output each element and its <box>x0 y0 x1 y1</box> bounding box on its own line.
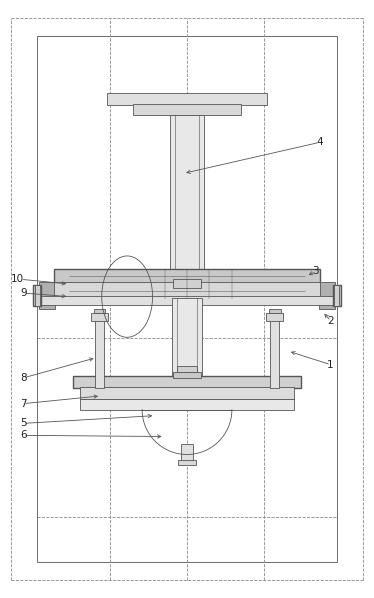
Bar <box>54 282 320 299</box>
Bar <box>270 317 279 388</box>
Text: 3: 3 <box>312 267 319 276</box>
Bar <box>33 285 41 306</box>
Bar <box>73 376 301 388</box>
Bar <box>333 285 341 306</box>
Bar <box>173 279 201 288</box>
Text: 8: 8 <box>20 373 27 383</box>
Bar <box>178 460 196 465</box>
Text: 6: 6 <box>20 431 27 440</box>
Bar <box>35 285 40 306</box>
Bar <box>91 313 108 321</box>
Bar <box>266 313 283 321</box>
Bar <box>172 298 202 377</box>
Text: 5: 5 <box>20 419 27 428</box>
Text: 9: 9 <box>20 288 27 298</box>
Bar <box>37 36 337 562</box>
Text: 2: 2 <box>327 316 334 326</box>
Bar <box>170 115 204 270</box>
Bar <box>334 285 339 306</box>
Text: 10: 10 <box>11 274 24 284</box>
Bar <box>95 317 104 388</box>
Bar <box>133 104 241 115</box>
Bar <box>269 309 280 313</box>
Bar <box>54 269 320 283</box>
Bar <box>173 372 201 378</box>
Text: 7: 7 <box>20 399 27 408</box>
Bar <box>39 296 335 305</box>
Bar <box>107 93 267 105</box>
Text: 1: 1 <box>327 360 334 370</box>
Bar <box>80 399 294 410</box>
Text: 4: 4 <box>316 138 323 147</box>
Bar <box>94 309 105 313</box>
Bar <box>181 444 193 462</box>
Bar <box>39 282 55 309</box>
Bar <box>80 387 294 399</box>
Bar <box>319 282 335 309</box>
Bar <box>177 366 197 372</box>
